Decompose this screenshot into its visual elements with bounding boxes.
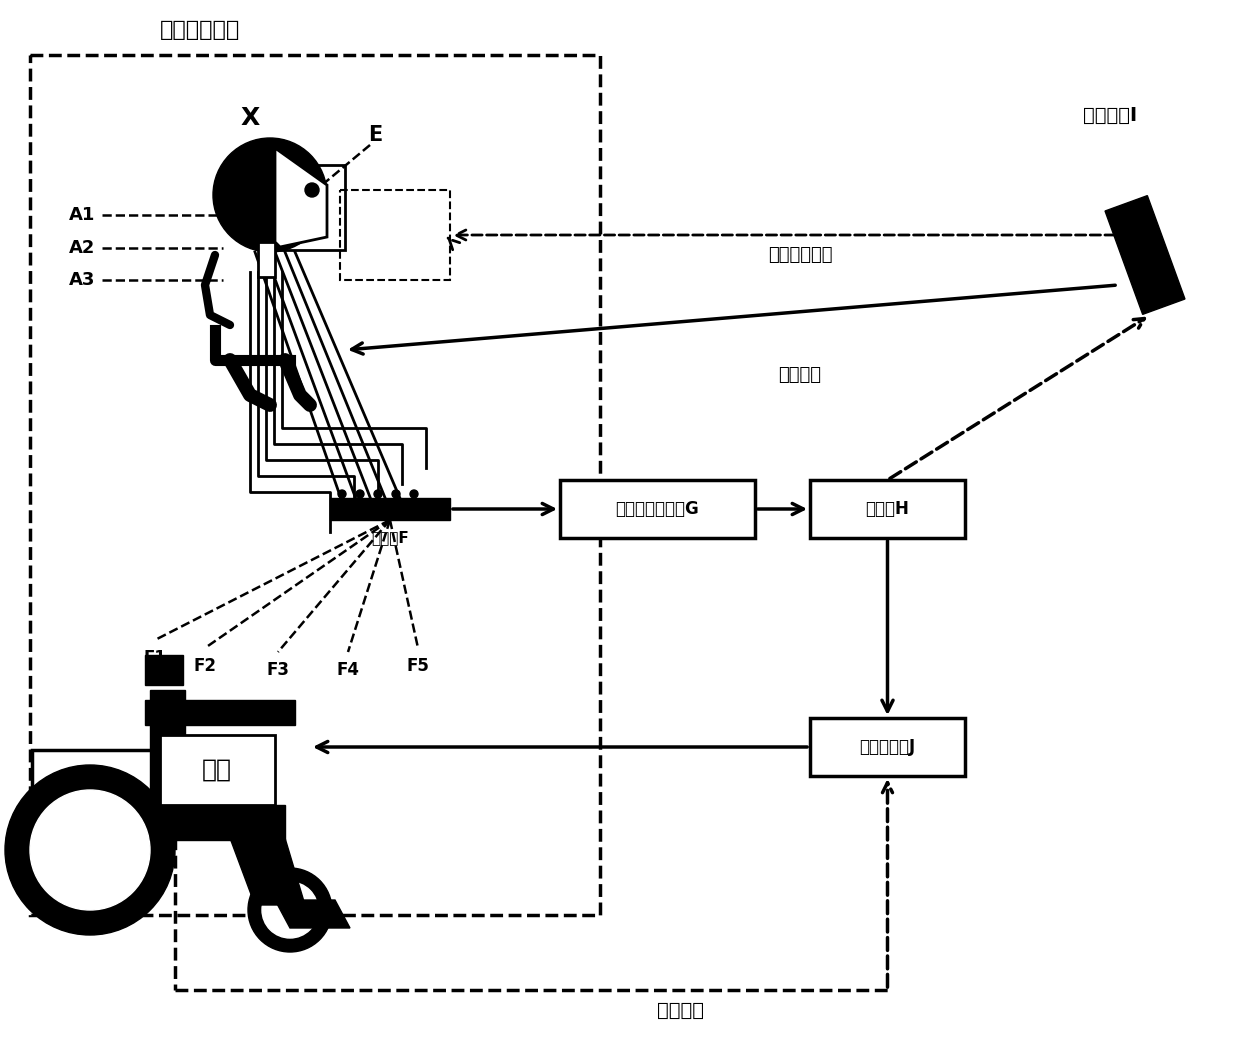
Circle shape — [262, 882, 317, 938]
Polygon shape — [150, 805, 285, 840]
Text: 显示状态反馈: 显示状态反馈 — [768, 246, 832, 264]
Polygon shape — [229, 838, 305, 905]
Polygon shape — [150, 690, 185, 820]
Text: 计算机屏I: 计算机屏I — [1083, 106, 1137, 124]
Circle shape — [339, 491, 346, 498]
Text: A2: A2 — [68, 239, 95, 257]
Text: D: D — [300, 201, 314, 219]
Polygon shape — [275, 900, 350, 928]
Circle shape — [305, 183, 319, 197]
Bar — [330, 498, 450, 520]
Circle shape — [374, 491, 382, 498]
Circle shape — [5, 765, 175, 935]
Polygon shape — [258, 242, 275, 277]
Polygon shape — [145, 655, 184, 685]
Bar — [810, 718, 965, 776]
Bar — [560, 480, 755, 538]
Circle shape — [213, 138, 327, 252]
Bar — [275, 165, 345, 250]
Polygon shape — [145, 700, 295, 725]
Text: 路径判别: 路径判别 — [656, 1001, 703, 1019]
Text: E: E — [368, 125, 382, 145]
Text: F5: F5 — [407, 657, 429, 675]
Text: X: X — [241, 106, 259, 130]
Polygon shape — [275, 148, 327, 247]
Text: 视觉刺激: 视觉刺激 — [779, 366, 821, 384]
Text: 设备控刺器J: 设备控刺器J — [859, 738, 915, 756]
Text: A3: A3 — [68, 271, 95, 289]
Text: F4: F4 — [336, 661, 360, 679]
Text: F1: F1 — [144, 649, 166, 667]
Text: F2: F2 — [193, 657, 217, 675]
Text: 脑电信号放大器G: 脑电信号放大器G — [615, 500, 699, 518]
Circle shape — [248, 868, 332, 952]
Polygon shape — [1105, 196, 1185, 314]
Circle shape — [392, 491, 401, 498]
Circle shape — [30, 790, 150, 910]
Circle shape — [356, 491, 365, 498]
Circle shape — [410, 491, 418, 498]
Text: A1: A1 — [68, 206, 95, 224]
Bar — [32, 750, 160, 815]
Bar — [30, 55, 600, 915]
Bar — [810, 480, 965, 538]
Text: 轮椒: 轮椒 — [202, 758, 232, 782]
Bar — [160, 735, 275, 805]
Text: 设备状态反馈: 设备状态反馈 — [160, 20, 241, 40]
Text: 计算机H: 计算机H — [866, 500, 909, 518]
Text: F3: F3 — [267, 661, 289, 679]
Text: 采集器F: 采集器F — [371, 531, 409, 545]
Bar — [340, 190, 450, 280]
